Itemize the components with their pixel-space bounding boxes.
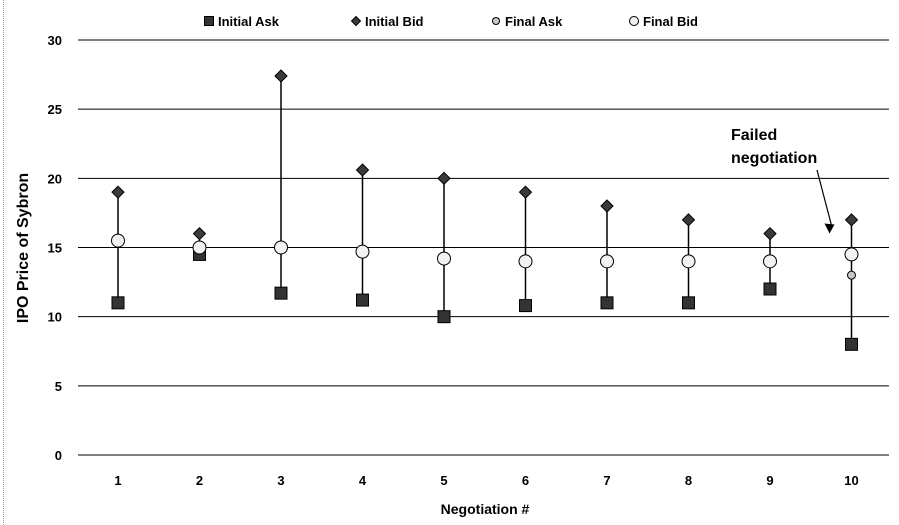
legend-final-ask-label: Final Ask	[505, 14, 563, 29]
annotation-line-2: negotiation	[731, 150, 817, 167]
legend-initial-bid-icon	[350, 15, 362, 27]
final-bid-point-6	[518, 254, 533, 269]
initial-ask-point-4	[356, 293, 369, 307]
legend-initial-ask-label: Initial Ask	[218, 14, 280, 29]
y-tick-5: 5	[55, 379, 62, 394]
legend-initial-ask-icon	[204, 16, 214, 26]
initial-ask-point-8	[682, 296, 695, 310]
annotation-line-1: Failed	[731, 127, 777, 144]
x-tick-9: 9	[766, 473, 773, 488]
initial-bid-point-5	[437, 171, 451, 186]
initial-ask-point-7	[600, 296, 614, 310]
legend-initial-bid-label: Initial Bid	[365, 14, 424, 29]
initial-bid-point-3	[274, 69, 288, 83]
y-tick-25: 25	[48, 102, 62, 117]
final-ask-point-10	[847, 270, 856, 280]
legend-final-bid-label: Final Bid	[643, 14, 698, 29]
final-bid-point-3	[274, 240, 288, 255]
initial-bid-point-4	[355, 163, 370, 177]
initial-ask-point-1	[111, 296, 125, 310]
initial-bid-point-9	[763, 226, 777, 241]
range-lines	[117, 75, 853, 345]
y-axis-tick-labels: 0 5 10 15 20 25 30	[48, 33, 62, 463]
x-tick-6: 6	[522, 473, 529, 488]
legend: Initial Ask Initial Bid Final Ask Final Bid	[204, 14, 698, 29]
initial-bid-point-8	[681, 213, 696, 227]
final-bid-point-9	[763, 254, 777, 269]
initial-bid-point-7	[600, 199, 614, 213]
x-tick-5: 5	[440, 473, 447, 488]
page-left-border	[0, 0, 4, 525]
initial-ask-point-9	[763, 282, 777, 296]
annotation-arrow-line	[816, 169, 833, 226]
final-bid-point-8	[681, 254, 696, 269]
initial-ask-point-10	[845, 337, 858, 351]
final-bid-point-2	[192, 240, 207, 255]
initial-bid-point-1	[111, 185, 125, 199]
initial-bid-point-2	[192, 226, 207, 241]
legend-final-ask-icon	[492, 17, 500, 25]
x-tick-3: 3	[277, 473, 284, 488]
annotation-arrow-head	[824, 223, 835, 234]
x-tick-1: 1	[114, 473, 121, 488]
final-bid-point-4	[355, 244, 370, 259]
x-tick-2: 2	[196, 473, 203, 488]
initial-bid-point-6	[518, 185, 533, 199]
legend-final-bid-icon	[629, 16, 639, 26]
y-axis-label: IPO Price of Sybron	[15, 173, 32, 323]
x-tick-10: 10	[844, 473, 858, 488]
y-tick-15: 15	[48, 241, 62, 256]
gridlines	[78, 39, 889, 456]
y-tick-30: 30	[48, 33, 62, 48]
x-tick-7: 7	[603, 473, 610, 488]
final-bid-point-7	[600, 254, 614, 269]
final-bid-point-1	[111, 233, 125, 248]
y-tick-0: 0	[55, 448, 62, 463]
initial-ask-point-3	[274, 286, 288, 300]
x-axis-label: Negotiation #	[441, 501, 530, 517]
y-tick-10: 10	[48, 310, 62, 325]
initial-ask-point-6	[519, 299, 532, 313]
initial-bid-point-10	[844, 213, 859, 227]
x-tick-8: 8	[685, 473, 692, 488]
final-bid-point-5	[437, 251, 451, 266]
initial-ask-point-5	[437, 310, 451, 324]
annotations: Failed negotiation	[731, 127, 835, 234]
y-tick-20: 20	[48, 171, 62, 186]
x-axis-tick-labels: 1 2 3 4 5 6 7 8 9 10	[114, 473, 858, 488]
data-markers	[111, 69, 859, 351]
final-bid-point-10	[844, 247, 859, 262]
x-tick-4: 4	[359, 473, 367, 488]
